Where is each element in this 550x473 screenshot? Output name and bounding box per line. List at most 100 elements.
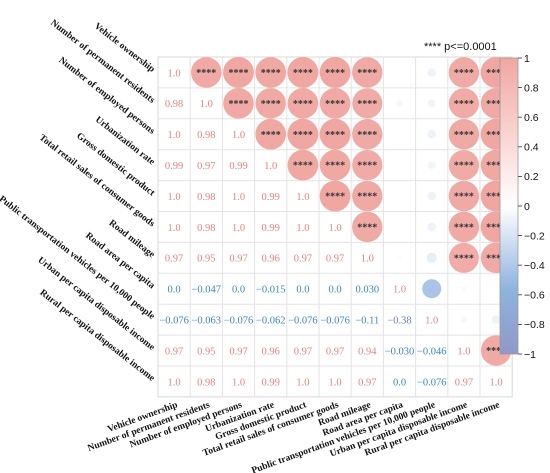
cell-value-label: 0.97 bbox=[294, 254, 312, 265]
significance-marker: **** bbox=[454, 253, 474, 264]
correlation-circle bbox=[255, 118, 287, 150]
correlation-circle bbox=[319, 88, 351, 119]
correlation-circle bbox=[352, 150, 383, 181]
cell-value-label: 1.0 bbox=[264, 161, 277, 172]
cell-value-label: 0.97 bbox=[455, 377, 473, 388]
correlation-circle bbox=[223, 56, 254, 88]
significance-marker: **** bbox=[357, 68, 377, 79]
cell-value-label: 0.99 bbox=[262, 377, 280, 388]
cell-value-label: 1.0 bbox=[168, 377, 181, 388]
correlation-circle bbox=[448, 211, 480, 243]
cell-value-label: 1.0 bbox=[232, 223, 245, 234]
colorbar-tick-label: 1 bbox=[524, 53, 530, 65]
cell-value-label: 1.0 bbox=[425, 315, 438, 326]
significance-marker: **** bbox=[229, 68, 249, 79]
correlation-circle bbox=[352, 211, 383, 243]
correlation-circle bbox=[427, 161, 436, 169]
cell-value-label: 0.95 bbox=[197, 254, 215, 265]
correlation-circle bbox=[427, 99, 436, 108]
colorbar-tick-label: 0.2 bbox=[524, 171, 539, 183]
cell-value-label: 0.99 bbox=[262, 223, 280, 234]
significance-marker: **** bbox=[325, 99, 345, 110]
cell-value-label: 1.0 bbox=[168, 130, 181, 141]
correlation-circle bbox=[352, 57, 383, 88]
correlation-circle bbox=[448, 150, 480, 181]
cell-value-label: −0.076 bbox=[320, 315, 350, 326]
significance-marker: **** bbox=[261, 68, 281, 79]
correlation-circle bbox=[448, 88, 479, 119]
cell-value-label: −0.030 bbox=[385, 346, 415, 357]
significance-marker: **** bbox=[486, 253, 506, 264]
cell-value-label: 1.0 bbox=[296, 377, 309, 388]
cell-value-label: 1.0 bbox=[168, 223, 181, 234]
cell-value-label: 0.97 bbox=[229, 346, 247, 357]
cell-value-label: 0.97 bbox=[294, 346, 312, 357]
significance-marker: **** bbox=[357, 222, 377, 233]
correlation-circle bbox=[255, 57, 287, 88]
cell-value-label: 1.0 bbox=[329, 377, 342, 388]
cell-value-label: 1.0 bbox=[296, 223, 309, 234]
correlation-circle bbox=[319, 118, 351, 150]
significance-marker: **** bbox=[229, 99, 249, 110]
cell-value-label: −0.047 bbox=[192, 285, 222, 296]
correlation-circle bbox=[448, 242, 479, 273]
cell-value-label: 1.0 bbox=[232, 130, 245, 141]
correlation-circle bbox=[427, 68, 436, 77]
cell-value-label: 0.96 bbox=[262, 346, 280, 357]
colorbar-tick-label: 0 bbox=[524, 201, 530, 213]
colorbar-tick-label: 0.4 bbox=[524, 142, 539, 154]
cell-value-label: 1.0 bbox=[457, 346, 470, 357]
significance-marker: **** bbox=[357, 99, 377, 110]
cell-value-label: 0.98 bbox=[197, 130, 215, 141]
cell-value-label: −0.063 bbox=[192, 315, 222, 326]
correlation-circle bbox=[397, 163, 402, 168]
correlation-circle bbox=[448, 180, 480, 212]
correlation-circle bbox=[460, 316, 468, 323]
correlation-circle bbox=[427, 129, 436, 139]
cell-value-label: 0.99 bbox=[262, 192, 280, 203]
cell-value-label: 1.0 bbox=[296, 192, 309, 203]
cell-value-label: −0.076 bbox=[288, 315, 318, 326]
cell-value-label: 0.0 bbox=[296, 285, 309, 296]
correlation-circle bbox=[352, 119, 383, 150]
correlation-circle bbox=[319, 149, 351, 181]
correlation-circle bbox=[461, 286, 467, 292]
correlation-circle bbox=[448, 119, 480, 150]
correlation-circle bbox=[426, 252, 437, 263]
cell-value-label: −0.38 bbox=[387, 315, 411, 326]
significance-marker: **** bbox=[293, 99, 313, 110]
colorbar-tick-label: −0.8 bbox=[524, 319, 545, 331]
cell-value-label: 1.0 bbox=[329, 223, 342, 234]
significance-marker: **** bbox=[293, 68, 313, 79]
significance-marker: **** bbox=[486, 68, 506, 79]
cell-value-label: 0.97 bbox=[229, 254, 247, 265]
correlation-circle bbox=[223, 88, 254, 119]
cell-value-label: −0.076 bbox=[159, 315, 189, 326]
cell-value-label: 0.95 bbox=[197, 346, 215, 357]
cell-value-label: 0.0 bbox=[329, 285, 342, 296]
colorbar-tick-label: −0.6 bbox=[524, 290, 545, 302]
significance-legend: **** p<=0.0001 bbox=[424, 41, 497, 53]
correlation-circle bbox=[396, 255, 403, 261]
significance-marker: **** bbox=[357, 161, 377, 172]
colorbar-gradient bbox=[499, 57, 519, 355]
cell-value-label: 1.0 bbox=[393, 285, 406, 296]
correlation-circle bbox=[352, 180, 383, 212]
colorbar-tick-label: 0.8 bbox=[524, 82, 539, 94]
significance-marker: **** bbox=[486, 192, 506, 203]
correlation-circle bbox=[287, 118, 319, 150]
cell-value-label: 1.0 bbox=[361, 254, 374, 265]
significance-marker: **** bbox=[293, 161, 313, 172]
significance-marker: **** bbox=[486, 99, 506, 110]
cell-value-label: 1.0 bbox=[200, 99, 213, 110]
significance-marker: **** bbox=[325, 161, 345, 172]
cell-value-label: 0.030 bbox=[355, 285, 379, 296]
correlation-circle bbox=[396, 100, 403, 107]
significance-marker: **** bbox=[261, 99, 281, 110]
significance-marker: **** bbox=[454, 161, 474, 172]
cell-value-label: 0.98 bbox=[197, 223, 215, 234]
cell-value-label: 0.98 bbox=[165, 99, 183, 110]
cell-value-label: −0.076 bbox=[224, 315, 254, 326]
cell-value-label: 0.97 bbox=[326, 254, 344, 265]
